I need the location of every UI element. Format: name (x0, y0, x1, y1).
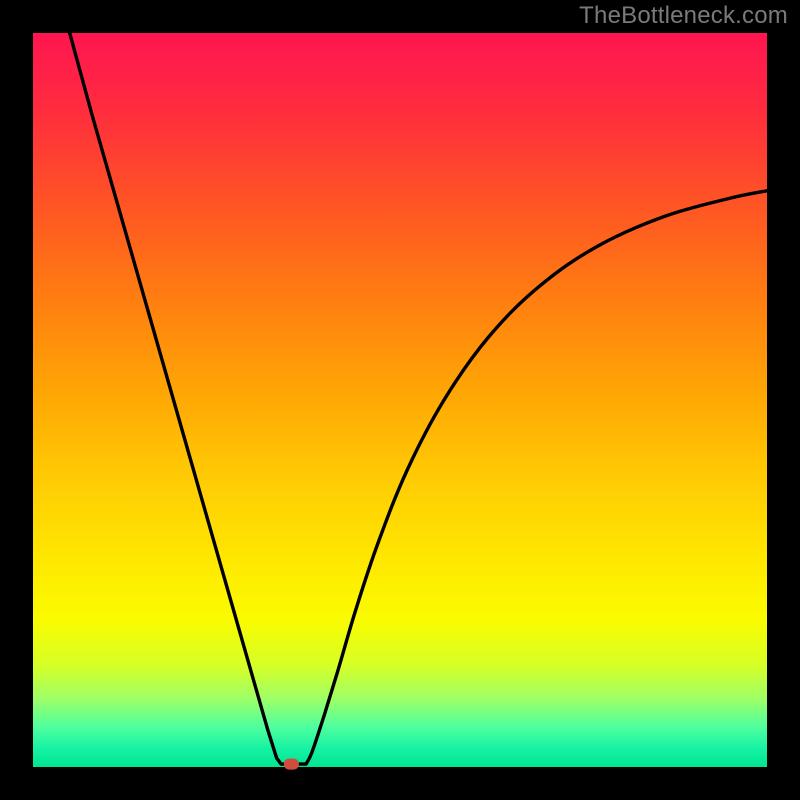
plot-background (33, 33, 767, 767)
bottleneck-chart (0, 0, 800, 800)
optimal-point-marker (284, 759, 299, 770)
chart-stage: TheBottleneck.com (0, 0, 800, 800)
